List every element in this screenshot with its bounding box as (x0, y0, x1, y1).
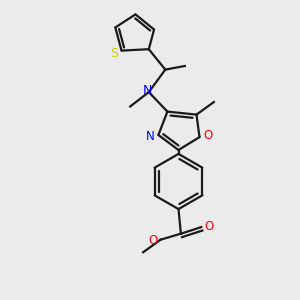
Text: O: O (204, 220, 213, 233)
Text: O: O (203, 129, 212, 142)
Text: N: N (146, 130, 155, 143)
Text: S: S (110, 47, 118, 60)
Text: O: O (149, 234, 158, 247)
Text: N: N (142, 84, 152, 97)
